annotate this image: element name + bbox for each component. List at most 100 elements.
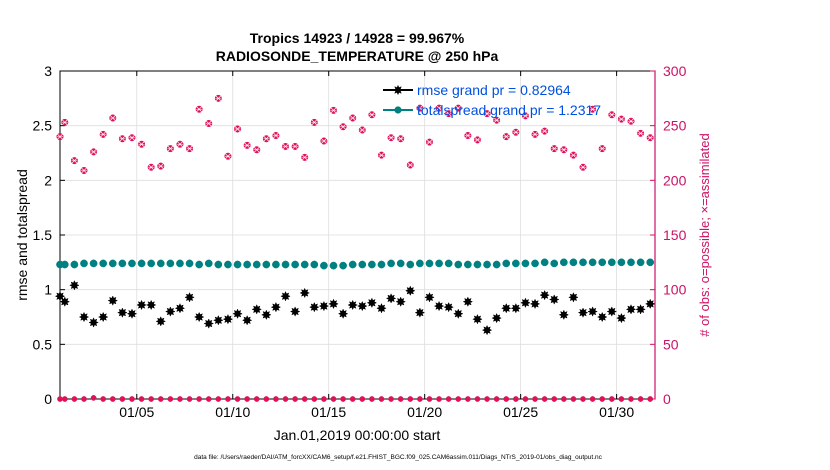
totalspread-point <box>204 259 213 268</box>
obs-assimilated-point <box>426 396 433 402</box>
obs-assimilated-point <box>263 396 270 402</box>
rmse-point <box>568 292 579 303</box>
obs-assimilated-point <box>148 396 155 402</box>
obs-possible-point <box>608 111 616 119</box>
y-left-tick-label: 1.5 <box>33 227 53 243</box>
obs-possible-point <box>637 129 645 137</box>
totalspread-point <box>416 259 424 268</box>
totalspread-point <box>156 259 165 268</box>
obs-possible-point <box>262 135 270 143</box>
rmse-point <box>69 280 80 291</box>
totalspread-point <box>80 259 88 268</box>
rmse-point <box>270 301 282 313</box>
totalspread-point <box>166 259 175 268</box>
totalspread-point <box>291 260 299 269</box>
obs-possible-point <box>521 112 529 120</box>
obs-assimilated-point <box>301 396 308 402</box>
rmse-point <box>385 293 397 304</box>
obs-possible-point <box>80 166 88 174</box>
obs-possible-point <box>330 106 338 114</box>
obs-possible-point <box>646 134 654 142</box>
obs-possible-point <box>166 145 174 153</box>
obs-possible-point <box>541 127 549 135</box>
rmse-point <box>165 306 176 317</box>
obs-possible-point <box>397 135 405 143</box>
obs-assimilated-point <box>378 396 385 402</box>
totalspread-point <box>348 260 357 269</box>
rmse-point <box>481 324 493 336</box>
obs-assimilated-point <box>215 396 222 402</box>
obs-assimilated-point <box>647 396 654 402</box>
obs-possible-point <box>291 142 299 150</box>
rmse-point <box>395 296 406 307</box>
data-marks <box>54 94 656 402</box>
obs-assimilated-point <box>551 396 558 402</box>
obs-possible-point <box>320 137 328 145</box>
obs-assimilated-point <box>100 396 107 402</box>
totalspread-point <box>396 259 405 268</box>
rmse-point <box>337 308 349 319</box>
totalspread-point <box>617 258 626 267</box>
rmse-point <box>193 311 205 323</box>
rmse-point <box>88 317 99 328</box>
obs-assimilated-point <box>321 396 327 402</box>
obs-assimilated-point <box>436 396 442 402</box>
y-right-tick-label: 0 <box>663 391 671 407</box>
obs-assimilated-point <box>369 396 375 402</box>
totalspread-point <box>636 258 645 267</box>
rmse-point <box>174 303 186 314</box>
totalspread-point <box>329 261 338 270</box>
rmse-point <box>366 297 378 309</box>
obs-possible-point <box>569 151 577 159</box>
totalspread-point <box>195 260 204 269</box>
obs-possible-point <box>368 111 376 119</box>
obs-assimilated-point <box>340 396 346 402</box>
totalspread-point <box>569 258 578 267</box>
obs-possible-point <box>512 128 520 136</box>
rmse-point <box>117 307 128 318</box>
obs-assimilated-point <box>474 396 481 402</box>
obs-possible-point <box>560 146 568 154</box>
rmse-point <box>529 298 541 310</box>
totalspread-point <box>281 260 290 269</box>
legend: rmse grand pr = 0.82964 totalspread grand… <box>383 82 601 118</box>
totalspread-point <box>377 260 386 269</box>
totalspread-point <box>262 260 271 269</box>
rmse-point <box>318 300 330 312</box>
y-left-tick-label: 0 <box>44 391 52 407</box>
obs-possible-point <box>454 104 462 112</box>
x-tick-label: 01/05 <box>119 404 154 420</box>
obs-possible-point <box>301 153 309 161</box>
obs-possible-point <box>128 134 136 142</box>
obs-possible-point <box>272 132 280 140</box>
obs-assimilated-point <box>541 396 548 402</box>
rmse-point <box>472 313 483 325</box>
chart-subtitle: RADIOSONDE_TEMPERATURE @ 250 hPa <box>216 48 499 64</box>
obs-assimilated-point <box>57 396 63 402</box>
rmse-point <box>241 315 253 326</box>
obs-assimilated-point <box>129 396 135 402</box>
rmse-point <box>136 299 147 311</box>
totalspread-point <box>252 260 261 269</box>
obs-possible-point <box>282 142 290 150</box>
obs-assimilated-point <box>244 396 250 402</box>
rmse-point <box>328 298 339 310</box>
obs-assimilated-point <box>205 396 212 402</box>
obs-assimilated-point <box>119 396 126 402</box>
obs-possible-point <box>310 118 318 126</box>
rmse-point <box>501 303 512 314</box>
obs-possible-point <box>550 145 558 153</box>
obs-possible-point <box>406 161 414 169</box>
obs-assimilated-point <box>532 396 538 402</box>
obs-possible-point <box>234 125 242 133</box>
totalspread-point <box>531 259 539 268</box>
totalspread-point <box>108 259 117 268</box>
obs-assimilated-point <box>589 396 596 402</box>
rmse-point <box>443 301 454 313</box>
obs-assimilated-point <box>349 396 356 402</box>
totalspread-point <box>502 259 511 268</box>
obs-possible-point <box>205 119 213 127</box>
obs-possible-point <box>589 105 597 113</box>
totalspread-point <box>176 259 184 268</box>
rmse-point <box>625 304 637 315</box>
